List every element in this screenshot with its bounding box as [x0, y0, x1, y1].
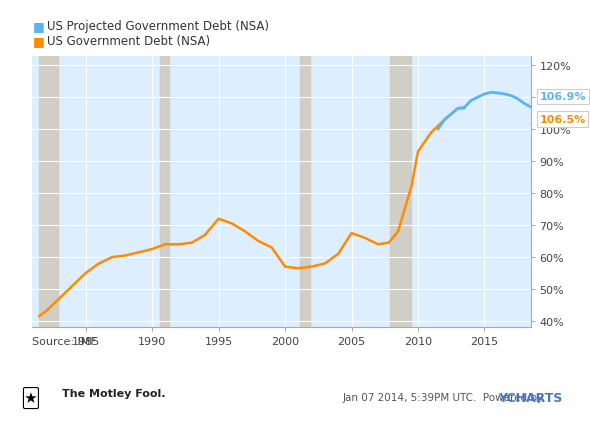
Text: 106.9%: 106.9%	[539, 92, 586, 102]
Text: US Government Debt (NSA): US Government Debt (NSA)	[47, 35, 210, 48]
Text: ■: ■	[32, 35, 44, 48]
Bar	[390, 56, 411, 328]
Text: 106.5%: 106.5%	[539, 115, 586, 125]
Text: YCHARTS: YCHARTS	[499, 391, 563, 404]
Text: The Motley Fool.: The Motley Fool.	[62, 388, 165, 398]
Text: US Projected Government Debt (NSA): US Projected Government Debt (NSA)	[47, 20, 269, 33]
Bar	[300, 56, 310, 328]
Text: Jan 07 2014, 5:39PM UTC.  Powered by: Jan 07 2014, 5:39PM UTC. Powered by	[342, 392, 546, 402]
Text: ■: ■	[32, 20, 44, 33]
Bar	[39, 56, 58, 328]
Text: Source: IMF: Source: IMF	[32, 336, 97, 346]
Text: 🃏: 🃏	[20, 386, 40, 408]
Bar	[160, 56, 169, 328]
